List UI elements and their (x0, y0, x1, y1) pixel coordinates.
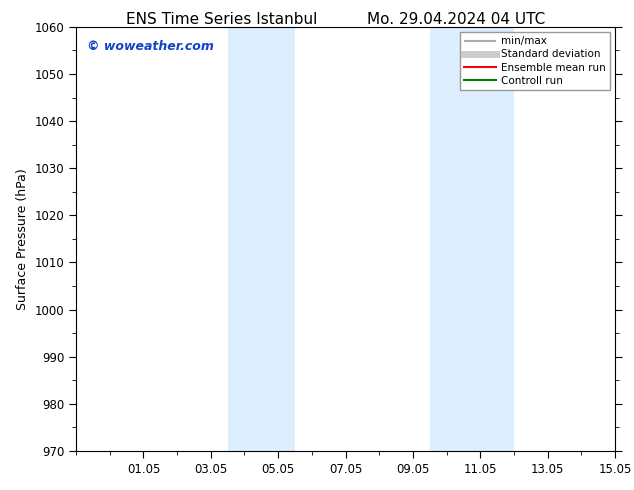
Text: © woweather.com: © woweather.com (87, 40, 214, 52)
Text: ENS Time Series Istanbul: ENS Time Series Istanbul (126, 12, 318, 27)
Bar (430, 27, 514, 451)
Text: Mo. 29.04.2024 04 UTC: Mo. 29.04.2024 04 UTC (367, 12, 546, 27)
Bar (228, 27, 295, 451)
Legend: min/max, Standard deviation, Ensemble mean run, Controll run: min/max, Standard deviation, Ensemble me… (460, 32, 610, 90)
Y-axis label: Surface Pressure (hPa): Surface Pressure (hPa) (16, 168, 29, 310)
